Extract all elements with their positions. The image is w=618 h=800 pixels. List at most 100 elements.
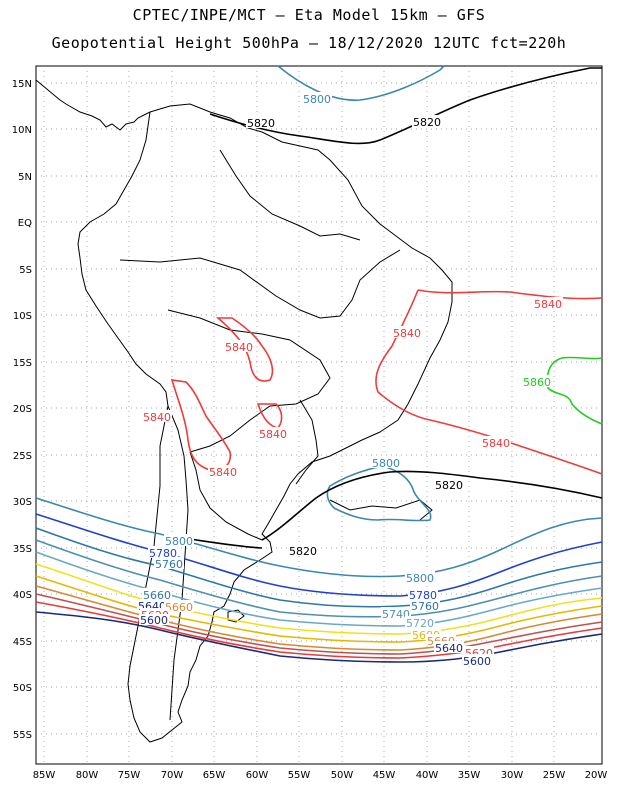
contour-label-5660: 5660 [143, 589, 171, 602]
lat-label: 20S [13, 404, 32, 415]
lat-label: 55S [13, 730, 32, 741]
contour-label-5840: 5840 [534, 298, 562, 311]
contour-label-5820: 5820 [435, 479, 463, 492]
contour-label-5760: 5760 [411, 600, 439, 613]
lat-label: 5N [18, 172, 32, 183]
label-bg [302, 92, 332, 104]
lat-label: 30S [13, 497, 32, 508]
contour-label-5760: 5760 [155, 558, 183, 571]
contour-label-5800: 5800 [372, 457, 400, 470]
lat-label: 50S [13, 683, 32, 694]
isoline-5820-north [209, 67, 602, 145]
country-border [219, 149, 361, 241]
lon-label: 35W [458, 770, 481, 781]
coastlines [35, 79, 453, 743]
label-bg [258, 427, 288, 439]
isoline-5760 [35, 527, 603, 608]
contour-label-5840: 5840 [143, 411, 171, 424]
chart-title-line-1: CPTEC/INPE/MCT – Eta Model 15km – GFS [132, 6, 486, 24]
lon-label: 30W [501, 770, 524, 781]
lon-label: 40W [416, 770, 439, 781]
isoline-5740 [35, 539, 603, 618]
label-bg [405, 571, 435, 583]
country-border [189, 451, 263, 541]
label-bg [246, 116, 276, 128]
contour-label-5860: 5860 [523, 376, 551, 389]
label-bg [533, 297, 563, 309]
label-bg [139, 614, 169, 625]
label-bg [154, 557, 184, 569]
label-bg [408, 588, 438, 600]
lon-label: 80W [76, 770, 99, 781]
contour-label-5820: 5820 [247, 117, 275, 130]
lat-label: 35S [13, 544, 32, 555]
label-bg [381, 607, 411, 619]
contour-label-5600: 5600 [140, 614, 168, 627]
country-border [167, 309, 331, 453]
lon-label: 85W [33, 770, 56, 781]
lon-label: 60W [246, 770, 269, 781]
lat-label: 15S [13, 358, 32, 369]
isoline-5800-south [35, 497, 603, 578]
label-bg [164, 534, 194, 546]
contour-label-5720: 5720 [406, 617, 434, 630]
contour-label-5840: 5840 [259, 428, 287, 441]
contour-label-5780: 5780 [149, 547, 177, 560]
label-bg [522, 375, 552, 387]
contour-label-5600: 5600 [463, 655, 491, 668]
lon-label: 45W [373, 770, 396, 781]
chart-title-line-2: Geopotential Height 500hPa – 18/12/2020 … [51, 34, 567, 52]
lat-label: 10S [13, 311, 32, 322]
contour-label-5800: 5800 [406, 572, 434, 585]
contour-label-5640: 5640 [435, 642, 463, 655]
lat-label: 15N [12, 79, 32, 90]
lat-label: 10N [12, 125, 32, 136]
label-bg [405, 616, 435, 628]
lat-label: 25S [13, 451, 32, 462]
lon-label: 70W [161, 770, 184, 781]
isoline-5600 [35, 611, 603, 663]
isoline-5780 [35, 513, 603, 597]
longitude-labels: 85W 80W 75W 70W 65W 60W 55W 50W 45W 40W … [33, 770, 608, 781]
contour-label-5740: 5740 [382, 608, 410, 621]
contour-label-5780: 5780 [409, 589, 437, 602]
label-bg [392, 326, 422, 338]
label-bg [434, 641, 464, 653]
isoline-5720 [35, 551, 603, 627]
lon-label: 75W [118, 770, 141, 781]
lon-label: 55W [288, 770, 311, 781]
country-border [119, 249, 401, 319]
contour-label-5840: 5840 [209, 466, 237, 479]
contour-label-5840: 5840 [393, 327, 421, 340]
label-bg [481, 436, 511, 448]
contour-label-5820: 5820 [289, 545, 317, 558]
label-bg [208, 465, 238, 477]
contour-labels: 5800 5820 5820 5840 5840 5840 5840 5840 … [137, 92, 563, 668]
lon-label: 25W [543, 770, 566, 781]
label-bg [224, 340, 254, 352]
andes-border [167, 405, 189, 721]
lat-label: 45S [13, 637, 32, 648]
lon-label: 65W [203, 770, 226, 781]
lat-label: 40S [13, 590, 32, 601]
label-bg [142, 410, 172, 422]
lon-label: 50W [331, 770, 354, 781]
isoline-5840-southwest [170, 379, 232, 472]
country-border [295, 399, 319, 485]
latitude-labels: 15N 10N 5N EQ 5S 10S 15S 20S 25S 30S 35S… [12, 79, 32, 741]
label-bg [288, 544, 318, 556]
central-america-coast [35, 79, 151, 131]
isoline-5860 [546, 356, 603, 425]
lat-label: EQ [18, 218, 32, 229]
isoline-5800-north [277, 65, 445, 101]
label-bg [164, 600, 194, 612]
contour-label-5800: 5800 [303, 93, 331, 106]
contour-label-5840: 5840 [482, 437, 510, 450]
label-bg [410, 599, 440, 611]
isoline-5820-south [261, 470, 603, 541]
label-bg [371, 456, 401, 468]
contour-label-5800: 5800 [165, 535, 193, 548]
label-bg [462, 654, 492, 666]
isoline-5840-east [417, 289, 603, 300]
contour-label-5840: 5840 [225, 341, 253, 354]
